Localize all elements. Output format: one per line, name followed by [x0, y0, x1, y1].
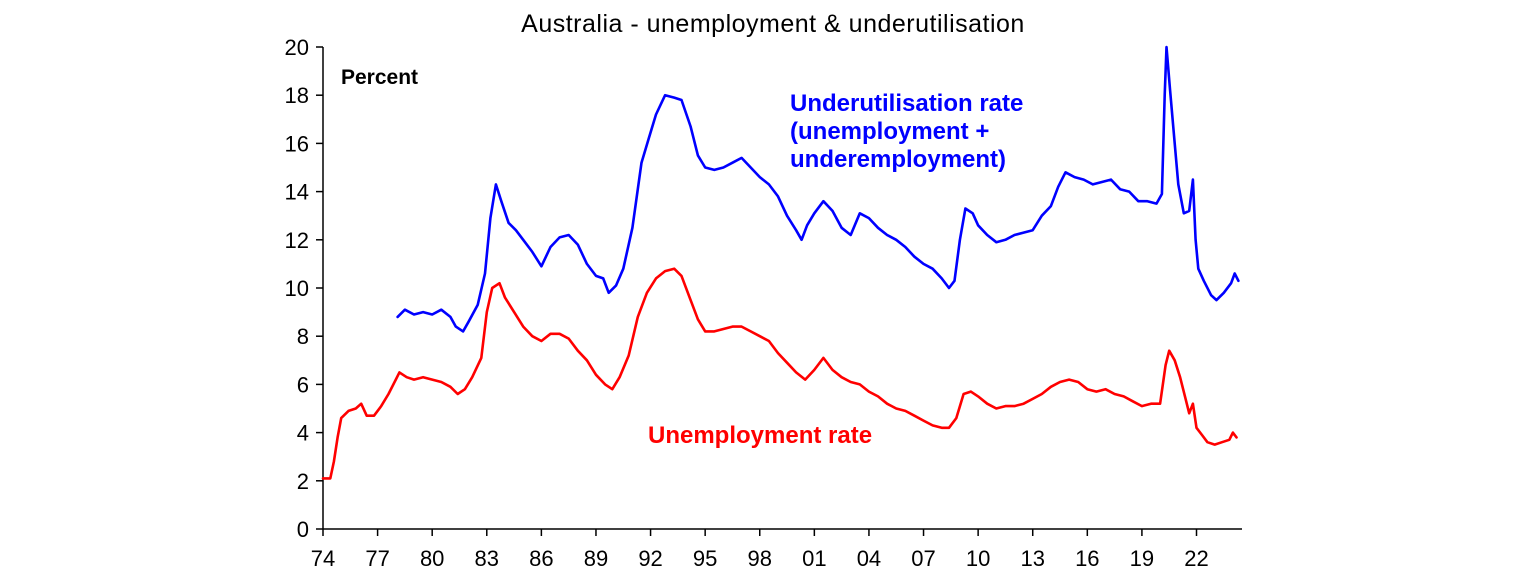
plot-area: 0 2 4 6 8 10 12 14 16 18 20 74 77 80 83 86 89 92 95 98 01 04…	[285, 35, 1242, 571]
y-ticks: 0 2 4 6 8 10 12 14 16 18 20	[285, 35, 323, 542]
x-tick-label: 95	[693, 546, 717, 571]
x-tick-label: 83	[475, 546, 499, 571]
y-tick-label: 14	[285, 180, 309, 205]
y-tick-label: 6	[297, 372, 309, 397]
y-tick-label: 16	[285, 131, 309, 156]
series-lines	[321, 45, 1240, 480]
x-tick-label: 19	[1130, 546, 1154, 571]
x-tick-label: 04	[857, 546, 881, 571]
y-tick-label: 20	[285, 35, 309, 60]
x-tick-label: 89	[584, 546, 608, 571]
series-line-underutilisation	[396, 45, 1240, 333]
y-tick-label: 10	[285, 276, 309, 301]
series-line-unemployment	[321, 267, 1238, 480]
y-tick-label: 8	[297, 324, 309, 349]
x-tick-label: 98	[748, 546, 772, 571]
x-tick-label: 80	[420, 546, 444, 571]
y-tick-label: 18	[285, 83, 309, 108]
series-labels: Underutilisation rate(unemployment +unde…	[648, 90, 1023, 449]
x-tick-label: 92	[638, 546, 662, 571]
x-tick-label: 13	[1020, 546, 1044, 571]
x-tick-label: 16	[1075, 546, 1099, 571]
x-tick-label: 77	[365, 546, 389, 571]
series-label-underutilisation: Underutilisation rate	[790, 90, 1023, 117]
y-tick-label: 2	[297, 469, 309, 494]
x-tick-label: 07	[911, 546, 935, 571]
x-tick-label: 86	[529, 546, 553, 571]
y-tick-label: 4	[297, 421, 309, 446]
series-label-underutilisation: underemployment)	[790, 146, 1006, 173]
x-tick-label: 74	[311, 546, 335, 571]
series-label-underutilisation: (unemployment +	[790, 118, 989, 145]
unit-label: Percent	[341, 66, 418, 89]
series-label-unemployment: Unemployment rate	[648, 422, 872, 449]
y-tick-label: 0	[297, 517, 309, 542]
x-tick-label: 10	[966, 546, 990, 571]
x-tick-label: 01	[802, 546, 826, 571]
x-ticks: 74 77 80 83 86 89 92 95 98 01 04 07 10 13 16 19 22	[311, 529, 1209, 571]
x-tick-label: 22	[1184, 546, 1208, 571]
y-tick-label: 12	[285, 228, 309, 253]
chart-title: Australia - unemployment & underutilisat…	[521, 10, 1025, 38]
